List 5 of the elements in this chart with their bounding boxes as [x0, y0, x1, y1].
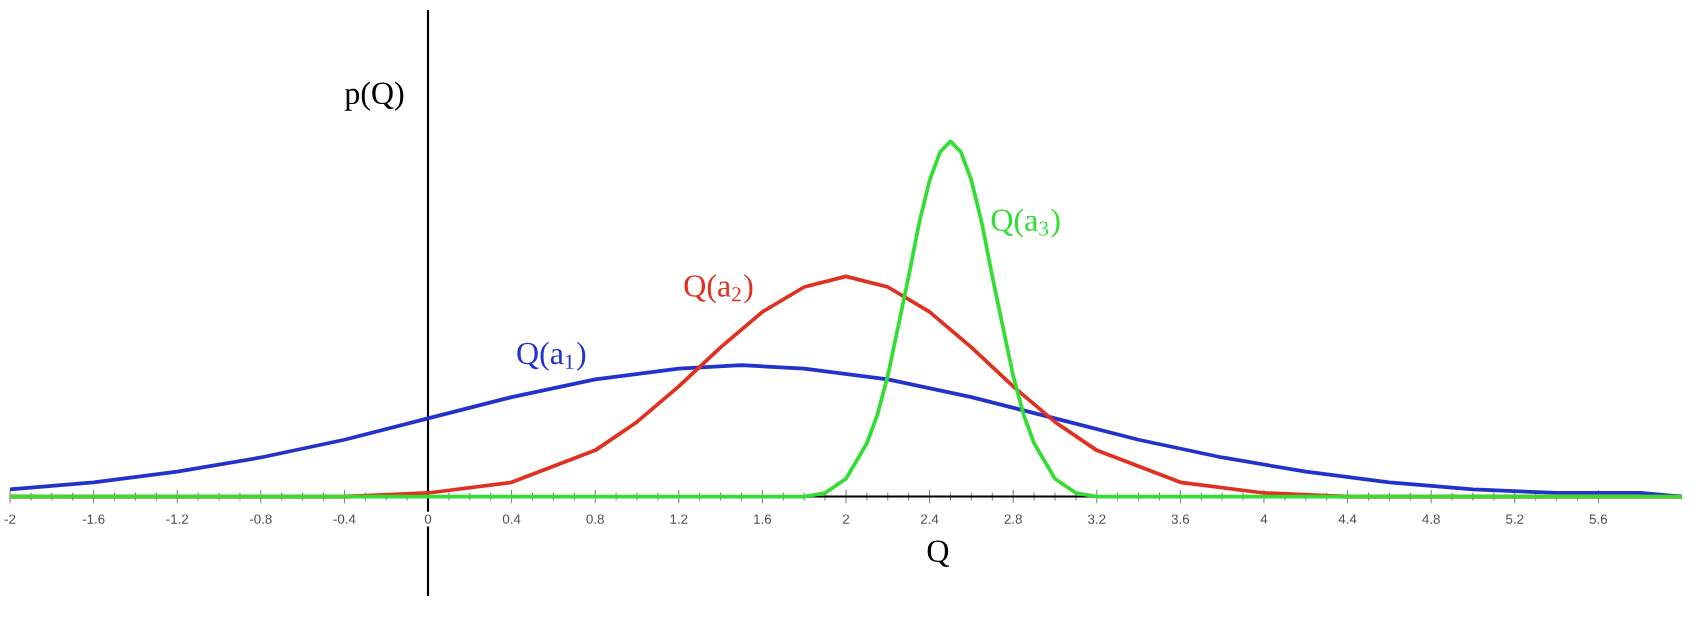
x-axis-title: Q: [927, 540, 949, 567]
y-axis-title: p(Q): [344, 81, 404, 111]
series-label: Q(a$_{3}$): [991, 208, 1060, 238]
series-label: Q(a$_{2}$): [684, 274, 753, 304]
series-label: Q(a$_{1}$): [517, 341, 586, 371]
